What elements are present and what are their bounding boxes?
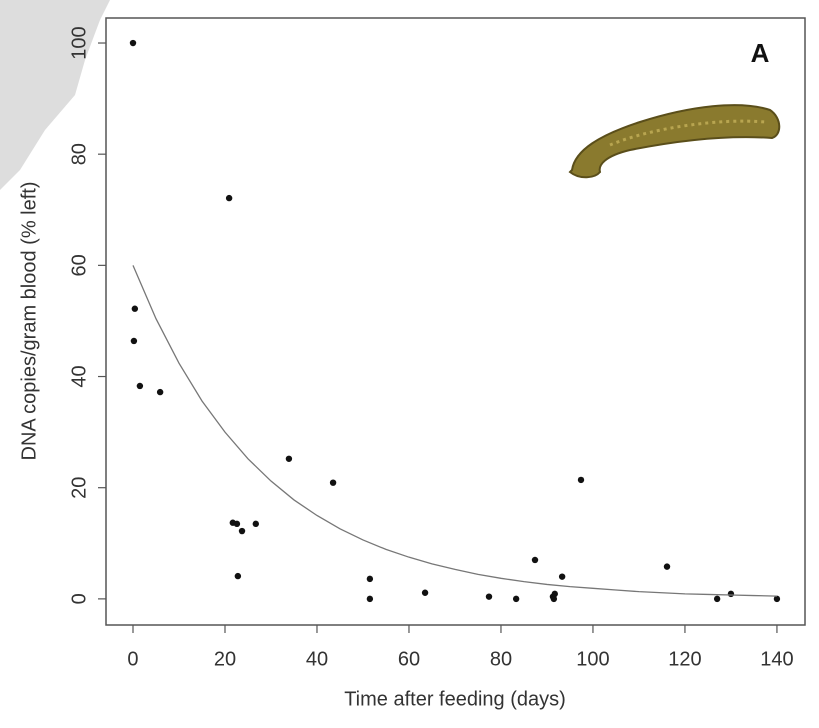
- leech-illustration: [568, 104, 781, 179]
- data-point: [531, 556, 539, 564]
- data-point: [234, 572, 242, 580]
- data-point: [577, 476, 585, 484]
- y-tick-label: 60: [68, 254, 90, 276]
- decoration: [0, 0, 110, 190]
- data-point: [558, 573, 566, 580]
- x-tick-label: 100: [576, 648, 609, 670]
- data-point: [727, 590, 735, 598]
- data-point: [136, 382, 144, 390]
- data-point: [773, 595, 781, 603]
- data-point: [130, 337, 138, 345]
- data-point: [421, 589, 429, 596]
- data-point: [512, 595, 520, 603]
- plot-frame: [105, 17, 806, 626]
- data-point: [156, 388, 164, 396]
- x-tick-label: 120: [668, 648, 701, 670]
- data-point: [129, 39, 137, 47]
- data-point: [252, 520, 260, 528]
- data-point: [550, 595, 558, 603]
- y-tick-label: 20: [68, 477, 90, 499]
- y-axis-title: DNA copies/gram blood (% left): [18, 181, 40, 460]
- x-tick-label: 80: [490, 648, 512, 670]
- x-tick-label: 40: [306, 648, 328, 670]
- data-point: [551, 590, 558, 598]
- data-point: [366, 575, 374, 583]
- y-tick-label: 0: [68, 593, 90, 604]
- panel-label: A: [751, 38, 770, 68]
- data-point: [485, 593, 493, 600]
- data-point: [366, 595, 374, 603]
- data-point: [285, 455, 293, 462]
- y-tick-label: 100: [68, 26, 90, 59]
- data-point: [238, 527, 246, 535]
- data-point: [329, 479, 337, 486]
- fit-curve: [132, 265, 777, 597]
- data-point: [713, 595, 721, 603]
- y-tick-label: 40: [68, 365, 90, 387]
- x-tick-label: 60: [398, 648, 420, 670]
- data-point: [663, 563, 671, 570]
- data-point: [225, 194, 233, 202]
- data-point: [233, 520, 241, 528]
- x-axis-title: Time after feeding (days): [344, 688, 566, 710]
- x-tick-label: 20: [214, 648, 236, 670]
- x-tick-label: 140: [760, 648, 793, 670]
- x-tick-label: 0: [127, 648, 138, 670]
- data-point: [131, 305, 139, 312]
- y-tick-label: 80: [68, 143, 90, 165]
